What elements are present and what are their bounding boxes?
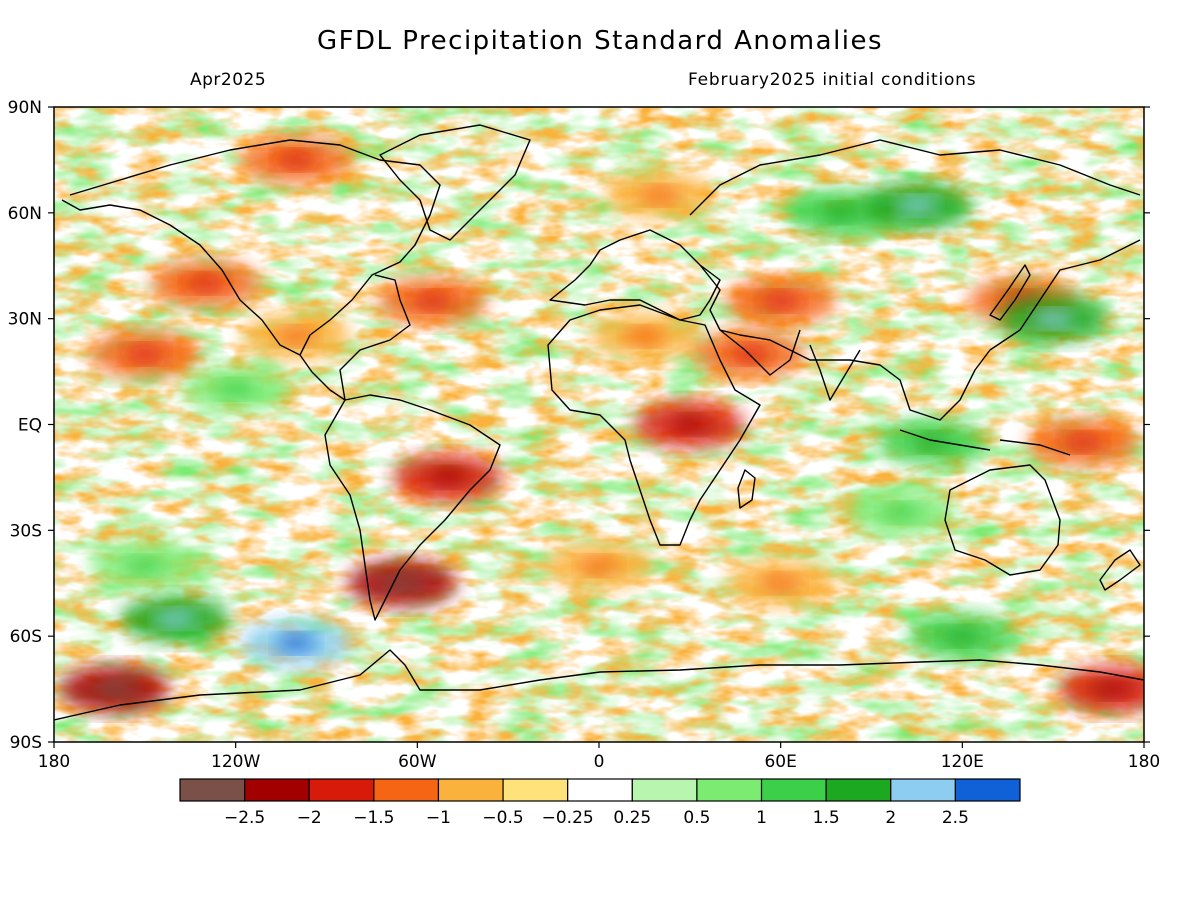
colorbar-swatch-8: [696, 778, 763, 802]
colorbar-swatch-1: [244, 778, 310, 802]
anomaly-core-2: [276, 150, 317, 169]
anomaly-core-3: [412, 292, 453, 311]
colorbar-swatch-12: [954, 778, 1021, 802]
anomaly-core-10: [730, 344, 771, 363]
lon-tick-label: 0: [594, 752, 605, 772]
map-title: GFDL Precipitation Standard Anomalies: [316, 26, 884, 56]
colorbar-label: −0.25: [542, 808, 594, 828]
anomaly-core-16: [1063, 433, 1104, 452]
colorbar-label: 1: [756, 808, 767, 828]
lon-tick-label: 180: [1128, 752, 1160, 772]
colorbar-swatch-5: [502, 778, 569, 802]
colorbar-swatch-2: [308, 778, 375, 802]
anomaly-core-26: [639, 186, 680, 205]
colorbar-label: −1.5: [353, 808, 394, 828]
lon-tick-label: 60W: [398, 752, 437, 772]
colorbar-label: 1.5: [813, 808, 840, 828]
colorbar: −2.5 −2 −1.5 −1 −0.5 −0.25 0.25 0.5 1 1.5 2 2.5: [179, 778, 1021, 828]
lon-tick-label: 120E: [941, 752, 984, 772]
anomaly-core-15: [1033, 309, 1074, 328]
anomaly-core-4: [276, 327, 317, 346]
anomaly-core-22: [1093, 680, 1134, 699]
lat-tick-label: 60S: [10, 627, 42, 647]
colorbar-swatch-6: [567, 778, 633, 802]
lat-tick-label: 90S: [10, 733, 42, 753]
lon-tick-label: 180: [38, 752, 70, 772]
anomaly-core-25: [124, 556, 165, 575]
anomaly-core-23: [579, 556, 619, 575]
colorbar-label: 2.5: [942, 808, 969, 828]
colorbar-label: 0.5: [683, 808, 710, 828]
colorbar-swatch-10: [825, 778, 892, 802]
lat-tick-label: 30S: [10, 521, 42, 541]
anomaly-core-7: [382, 574, 423, 593]
anomaly-core-24: [760, 574, 801, 593]
anomaly-core-21: [94, 680, 135, 699]
coastlines: [54, 124, 1144, 721]
anomaly-core-12: [821, 203, 862, 222]
valid-month-label: Apr2025: [190, 70, 267, 90]
lat-tick-label: 30N: [8, 310, 42, 330]
colorbar-label: −1: [426, 808, 451, 828]
anomaly-core-6: [427, 468, 468, 487]
anomaly-field: [54, 107, 1144, 742]
anomaly-core-27: [881, 503, 922, 522]
colorbar-swatch-7: [631, 778, 698, 802]
colorbar-label: 2: [885, 808, 896, 828]
colorbar-swatch-9: [760, 778, 827, 802]
colorbar-swatch-3: [373, 778, 440, 802]
colorbar-label: −2.5: [224, 808, 265, 828]
colorbar-label: −0.5: [482, 808, 523, 828]
anomaly-core-13: [896, 196, 937, 215]
lat-tick-label: 90N: [8, 98, 42, 118]
init-conditions-label: February2025 initial conditions: [688, 70, 977, 90]
lat-tick-label: 60N: [8, 204, 42, 224]
lat-tick-label: EQ: [18, 416, 42, 436]
anomaly-core-20: [942, 627, 983, 646]
anomaly-core-1: [124, 344, 165, 363]
colorbar-swatch-11: [890, 778, 956, 802]
anomaly-core-11: [760, 292, 801, 311]
anomaly-core-5: [215, 380, 256, 399]
lon-tick-label: 60E: [764, 752, 796, 772]
anomaly-core-8: [624, 327, 665, 346]
anomaly-core-19: [276, 634, 317, 653]
anomaly-core-0: [185, 274, 226, 293]
colorbar-label: 0.25: [613, 808, 651, 828]
colorbar-swatch-4: [437, 778, 504, 802]
lon-tick-label: 120W: [211, 752, 260, 772]
colorbar-label: −2: [297, 808, 322, 828]
anomaly-core-9: [669, 415, 710, 434]
colorbar-swatch-0: [179, 778, 246, 802]
anomaly-core-18: [155, 609, 196, 628]
